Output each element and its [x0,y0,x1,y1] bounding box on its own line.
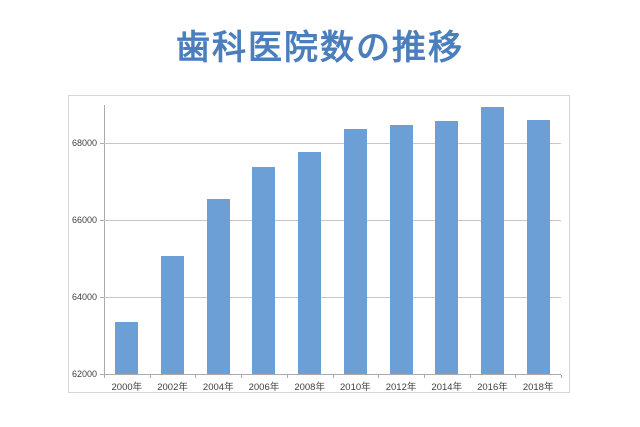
x-tick-label: 2006年 [248,382,280,393]
bar-2004年 [206,198,230,374]
x-tick-label: 2016年 [477,382,508,393]
bar-2000年 [115,321,139,374]
x-axis-line [104,374,561,375]
x-tick-mark [378,375,380,378]
bar-2014年 [435,120,459,374]
y-tick-label: 66000 [71,215,97,226]
bar-2010年 [343,128,367,374]
bar-2018年 [526,119,550,374]
x-tick-mark [286,375,288,378]
y-tick-label: 64000 [71,292,97,303]
x-tick-mark [423,375,425,378]
x-tick-label: 2004年 [202,382,234,393]
x-tick-mark [561,375,562,378]
x-tick-mark [149,375,151,378]
x-tick-label: 2010年 [340,382,371,393]
chart-frame: 62000 64000 66000 68000 2000年 2002年 2004年 2006年… [68,95,570,393]
y-tick-mark [100,220,104,222]
bar-2016年 [480,107,504,374]
y-tick-mark [100,297,104,299]
x-tick-label: 2018年 [522,382,554,393]
bar-2008年 [298,151,322,374]
bar-2006年 [252,166,276,374]
gridline [104,297,561,299]
gridline [104,220,561,222]
x-tick-label: 2000年 [111,382,143,393]
x-tick-label: 2012年 [385,382,417,393]
gridline [104,143,561,145]
y-axis-line [104,105,105,374]
bar-2002年 [161,255,185,374]
x-tick-mark [104,375,105,378]
chart-title: 歯科医院数の推移 [176,30,464,67]
x-tick-mark [469,375,471,378]
y-tick-mark [100,374,104,375]
x-tick-mark [241,375,243,378]
x-tick-mark [332,375,334,378]
plot-area: 62000 64000 66000 68000 2000年 2002年 2004年 2006年… [72,105,562,393]
x-tick-mark [515,375,517,378]
x-tick-label: 2008年 [294,382,325,393]
y-tick-mark [100,143,104,145]
x-tick-label: 2014年 [431,382,463,393]
y-tick-label: 68000 [71,138,97,149]
bar-2012年 [389,125,413,374]
x-tick-mark [195,375,197,378]
x-tick-label: 2002年 [157,382,188,393]
y-tick-label: 62000 [71,369,97,379]
